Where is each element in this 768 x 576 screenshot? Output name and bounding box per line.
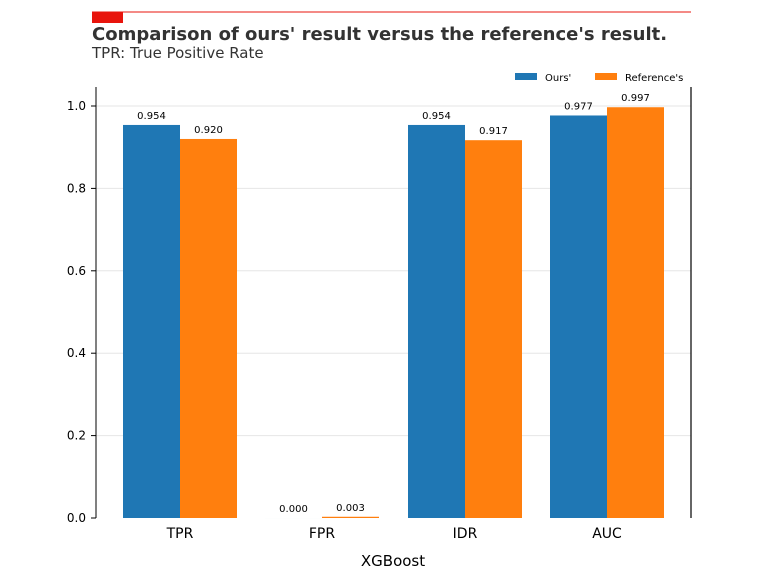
- bar-tpr-ours: [123, 124, 180, 519]
- y-tick-label: 0.0: [67, 511, 86, 525]
- x-tick-label: AUC: [592, 526, 622, 542]
- data-label: 0.920: [194, 125, 223, 136]
- bar-auc-ours: [550, 115, 607, 518]
- chart-subtitle: TPR: True Positive Rate: [91, 44, 264, 62]
- x-axis-ticks: TPR FPR IDR AUC: [166, 526, 622, 542]
- x-axis-label: XGBoost: [361, 552, 425, 570]
- legend-swatch: [595, 73, 617, 80]
- data-label: 0.997: [621, 93, 650, 104]
- y-tick-label: 1.0: [67, 99, 86, 113]
- x-tick-label: FPR: [309, 526, 335, 542]
- data-label: 0.003: [336, 503, 365, 514]
- legend-label: Ours': [545, 73, 571, 84]
- bar-auc-reference: [607, 107, 664, 519]
- y-axis-ticks: 0.0 0.2 0.4 0.6 0.8 1.0: [67, 99, 96, 525]
- x-tick-label: IDR: [453, 526, 478, 542]
- legend: Ours' Reference's: [515, 73, 683, 84]
- data-label: 0.000: [279, 504, 308, 515]
- data-labels: 0.954 0.920 0.000 0.003 0.954 0.917 0.977 0.997: [137, 93, 650, 515]
- y-tick-label: 0.4: [67, 346, 86, 360]
- bar-idr-reference: [465, 140, 522, 519]
- data-label: 0.954: [422, 111, 451, 122]
- y-tick-label: 0.8: [67, 181, 86, 195]
- legend-label: Reference's: [625, 73, 683, 84]
- legend-swatch: [515, 73, 537, 80]
- data-label: 0.977: [564, 101, 593, 112]
- bar-tpr-reference: [180, 138, 237, 518]
- chart-title: Comparison of ours' result versus the re…: [92, 24, 667, 45]
- bar-idr-ours: [408, 124, 465, 519]
- data-label: 0.917: [479, 126, 508, 137]
- y-tick-label: 0.2: [67, 429, 86, 443]
- y-tick-label: 0.6: [67, 264, 86, 278]
- data-label: 0.954: [137, 111, 166, 122]
- bars: [123, 107, 664, 519]
- title-accent-block: [92, 12, 123, 23]
- x-tick-label: TPR: [166, 526, 194, 542]
- bar-fpr-reference: [322, 516, 379, 518]
